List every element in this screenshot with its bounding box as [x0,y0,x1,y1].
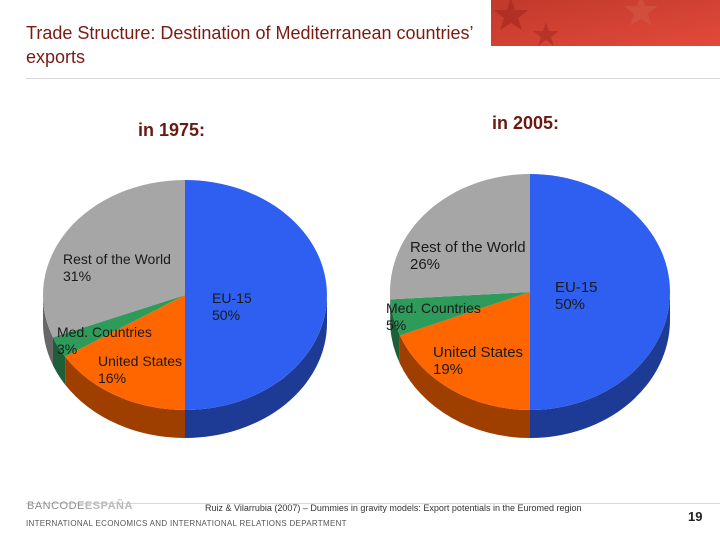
pie-side-rest-of-the-world [43,295,53,366]
pie-slice-rest-of-the-world [390,174,530,300]
source-citation: Ruiz & Vilarrubia (2007) – Dummies in gr… [205,503,582,513]
label-2005-united-states: United States 19% [433,344,524,378]
pie-slice-united-states [399,292,530,410]
pie-side-united-states [65,356,185,438]
pie-slice-med-countries [52,295,185,357]
pie-side-eu-15 [530,292,670,438]
banco-de-espana-logo: BANCODEESPAÑA [27,500,133,512]
pie-slice-united-states [65,295,185,410]
footer-divider [26,503,720,504]
department-name: INTERNATIONAL ECONOMICS AND INTERNATIONA… [26,519,347,528]
pie-slice-eu-15 [530,174,670,410]
label-2005-med-countries: Med. Countries 5% [386,300,481,333]
pie-chart-2005 [390,174,670,438]
label-2005-eu15: EU-15 50% [555,279,598,313]
flag-corner-decoration [491,0,720,46]
slide-title: Trade Structure: Destination of Mediterr… [26,23,473,67]
chart-title-1975: in 1975: [138,120,206,140]
pie-chart-1975 [43,180,327,438]
label-1975-rest-of-world: Rest of the World 31% [63,251,171,284]
label-1975-united-states: United States 16% [98,353,183,386]
header-divider [26,78,720,79]
pie-slice-med-countries [390,292,530,336]
pie-side-eu-15 [185,295,327,438]
pie-side-med-countries [52,337,66,385]
pie-side-med-countries [390,299,400,364]
label-1975-eu15: EU-15 50% [212,290,252,323]
page-number: 19 [688,509,703,524]
label-1975-med-countries: Med. Countries 3% [57,324,152,357]
pie-slice-eu-15 [185,180,327,410]
chart-title-2005: in 2005: [492,113,560,133]
label-2005-rest-of-world: Rest of the World 26% [410,239,526,273]
pie-slice-rest-of-the-world [43,180,185,338]
pie-side-united-states [399,335,530,438]
